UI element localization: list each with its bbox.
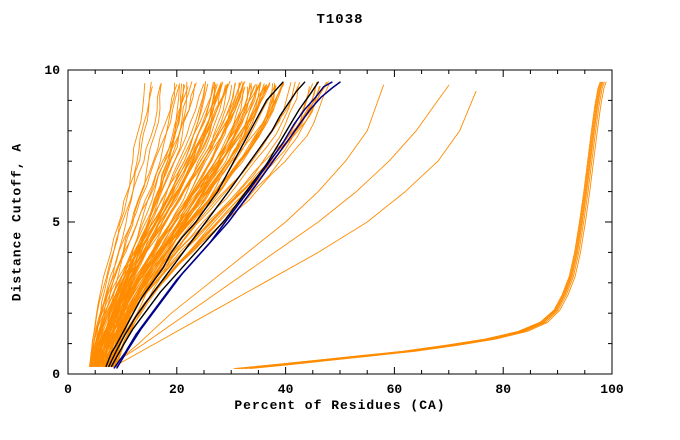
model-line	[89, 84, 161, 367]
model-line	[111, 84, 384, 367]
model-line	[111, 83, 271, 367]
model-line	[90, 82, 197, 367]
reference-model-2	[113, 81, 333, 369]
model-line	[115, 86, 310, 367]
model-line	[236, 81, 602, 369]
highlight-model-1	[105, 81, 284, 368]
chart-title: T1038	[316, 12, 364, 28]
model-line	[113, 85, 299, 367]
model-line	[96, 83, 218, 367]
x-tick-label: 80	[495, 382, 511, 397]
model-line	[101, 81, 284, 367]
model-line	[241, 81, 604, 369]
straggler-lines	[111, 84, 477, 367]
model-line	[111, 84, 450, 366]
orange-model-lines	[88, 80, 330, 367]
x-tick-label: 100	[600, 382, 624, 397]
x-tick-label: 40	[278, 382, 294, 397]
axis-ticks	[67, 69, 613, 375]
model-line	[92, 83, 180, 367]
model-line	[249, 81, 607, 369]
highlight-model-2	[108, 81, 306, 368]
model-line	[101, 81, 224, 367]
tick-labels: 0 20 40 60 80 100 0 5 10	[44, 63, 624, 397]
model-line	[233, 81, 601, 369]
x-tick-label: 60	[387, 382, 403, 397]
model-line	[102, 86, 249, 367]
model-line	[94, 85, 283, 367]
model-line	[98, 86, 246, 367]
model-line	[104, 83, 265, 367]
x-axis-label: Percent of Residues (CA)	[234, 398, 446, 413]
y-tick-label: 0	[52, 367, 60, 382]
y-tick-label: 10	[44, 63, 60, 78]
highlight-lines	[105, 81, 319, 368]
right-outlier-lines	[233, 81, 607, 369]
model-line	[98, 84, 186, 367]
model-curves-layer	[88, 80, 607, 369]
reference-lines	[113, 81, 341, 369]
x-tick-label: 0	[64, 382, 72, 397]
x-tick-label: 20	[169, 382, 185, 397]
model-line	[95, 81, 152, 367]
model-line	[109, 83, 285, 367]
model-line	[93, 82, 216, 367]
model-line	[116, 90, 477, 366]
highlight-model-3	[110, 81, 319, 368]
y-tick-label: 5	[52, 215, 60, 230]
